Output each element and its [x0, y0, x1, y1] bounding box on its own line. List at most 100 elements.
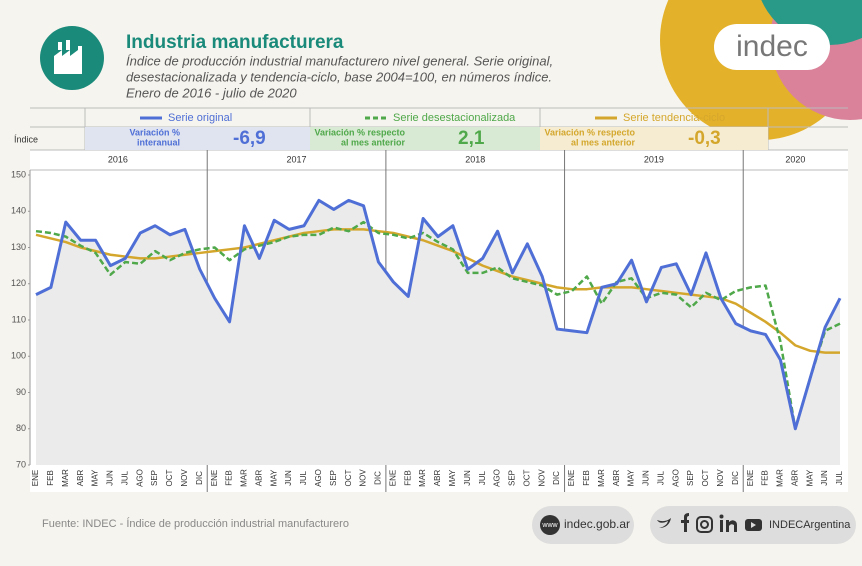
- x-tick-label: FEB: [46, 470, 55, 486]
- factory-icon: [54, 40, 82, 74]
- source: Fuente: INDEC - Índice de producción ind…: [42, 517, 349, 530]
- x-tick-label: ENE: [388, 470, 397, 486]
- logo-bg: [714, 24, 830, 70]
- x-tick-label: ABR: [433, 470, 442, 487]
- indicator-value: -6,9: [233, 128, 266, 149]
- y-axis-title: Índice: [14, 134, 38, 144]
- x-tick-label: JUN: [820, 470, 829, 486]
- series-line: [35, 198, 842, 431]
- x-tick-label: OCT: [522, 469, 531, 486]
- indicator-label: Variación % respecto: [544, 127, 635, 137]
- x-tick-label: AGO: [493, 469, 502, 487]
- series-line: [35, 220, 841, 430]
- subtitle: Enero de 2016 - julio de 2020: [126, 85, 297, 100]
- x-tick-label: OCT: [165, 469, 174, 486]
- x-tick-label: MAY: [448, 469, 457, 486]
- linkedin-icon: [726, 520, 737, 532]
- twitter-icon[interactable]: [657, 518, 671, 528]
- x-tick-label: ABR: [612, 470, 621, 487]
- indicator-value: 2,1: [458, 128, 485, 149]
- x-tick-label: MAY: [627, 469, 636, 486]
- x-tick-label: DIC: [374, 471, 383, 485]
- indicator-box: [540, 127, 768, 150]
- x-tick-label: FEB: [582, 470, 591, 486]
- deco: [761, 0, 862, 45]
- website[interactable]: indec.gob.ar: [564, 517, 630, 531]
- social-handle[interactable]: INDECArgentina: [769, 519, 851, 531]
- x-tick-label: ENE: [31, 470, 40, 486]
- y-tick-label: 80: [16, 423, 26, 433]
- series-line: [35, 228, 840, 354]
- year-label: 2018: [465, 154, 485, 164]
- x-tick-label: FEB: [225, 470, 234, 486]
- legend-label: Serie tendencia-ciclo: [623, 112, 725, 124]
- x-tick-label: NOV: [716, 469, 725, 487]
- x-tick-label: JUL: [299, 470, 308, 485]
- x-tick-label: SEP: [150, 470, 159, 486]
- year-label: 2016: [108, 154, 128, 164]
- instagram-icon[interactable]: [696, 516, 713, 533]
- subtitle: Índice de producción industrial manufact…: [126, 53, 553, 68]
- year-label: 2017: [287, 154, 307, 164]
- indicator-box: [310, 127, 540, 150]
- web-pill: [532, 506, 634, 544]
- x-tick-label: DIC: [552, 471, 561, 485]
- x-tick-label: AGO: [314, 469, 323, 487]
- x-tick-label: JUN: [284, 470, 293, 486]
- x-tick-label: FEB: [761, 470, 770, 486]
- x-tick-label: NOV: [359, 469, 368, 487]
- x-tick-label: ENE: [746, 470, 755, 486]
- instagram-icon: [700, 520, 709, 529]
- x-tick-label: JUL: [656, 470, 665, 485]
- x-tick-label: SEP: [686, 470, 695, 486]
- web-icon-text: www: [541, 522, 558, 529]
- title: Industria manufacturera: [126, 32, 344, 53]
- year-label: 2019: [644, 154, 664, 164]
- x-tick-label: NOV: [180, 469, 189, 487]
- y-tick-label: 110: [12, 314, 26, 324]
- x-tick-label: MAR: [776, 469, 785, 487]
- subtitle: desestacionalizada y tendencia-ciclo, ba…: [126, 69, 552, 84]
- x-tick-label: OCT: [344, 469, 353, 486]
- area: [36, 200, 840, 465]
- x-tick-label: ENE: [210, 470, 219, 486]
- x-tick-label: SEP: [329, 470, 338, 486]
- x-tick-label: OCT: [701, 469, 710, 486]
- x-tick-label: DIC: [195, 471, 204, 485]
- indicator-box: [85, 127, 310, 150]
- x-tick-label: MAR: [240, 469, 249, 487]
- x-tick-label: MAR: [597, 469, 606, 487]
- linkedin-icon[interactable]: [720, 520, 723, 532]
- x-tick-label: ABR: [790, 470, 799, 487]
- x-tick-label: MAY: [269, 469, 278, 486]
- web-icon: [540, 515, 560, 535]
- y-tick-label: 150: [11, 169, 26, 179]
- y-tick-label: 70: [16, 459, 26, 469]
- legend-label: Serie original: [168, 112, 232, 124]
- x-tick-label: ENE: [567, 470, 576, 486]
- logo: indec: [736, 30, 808, 63]
- linkedin-icon: [719, 514, 724, 519]
- x-tick-label: NOV: [537, 469, 546, 487]
- x-tick-label: MAR: [418, 469, 427, 487]
- y-tick-label: 130: [11, 242, 26, 252]
- youtube-icon: [751, 522, 756, 528]
- x-tick-label: ABR: [76, 470, 85, 487]
- indicator-label: al mes anterior: [571, 137, 636, 147]
- legend-label: Serie desestacionalizada: [393, 112, 516, 124]
- x-tick-label: JUL: [120, 470, 129, 485]
- year-label: 2020: [785, 154, 805, 164]
- indicator-label: Variación % respecto: [314, 127, 405, 137]
- x-tick-label: FEB: [403, 470, 412, 486]
- x-tick-label: JUL: [835, 470, 844, 485]
- y-tick-label: 90: [16, 387, 26, 397]
- x-tick-label: AGO: [135, 469, 144, 487]
- facebook-icon[interactable]: [681, 513, 689, 532]
- x-tick-label: JUN: [463, 470, 472, 486]
- y-tick-label: 120: [11, 278, 26, 288]
- x-tick-label: JUL: [478, 470, 487, 485]
- x-tick-label: MAY: [805, 469, 814, 486]
- indicator-label: al mes anterior: [341, 137, 406, 147]
